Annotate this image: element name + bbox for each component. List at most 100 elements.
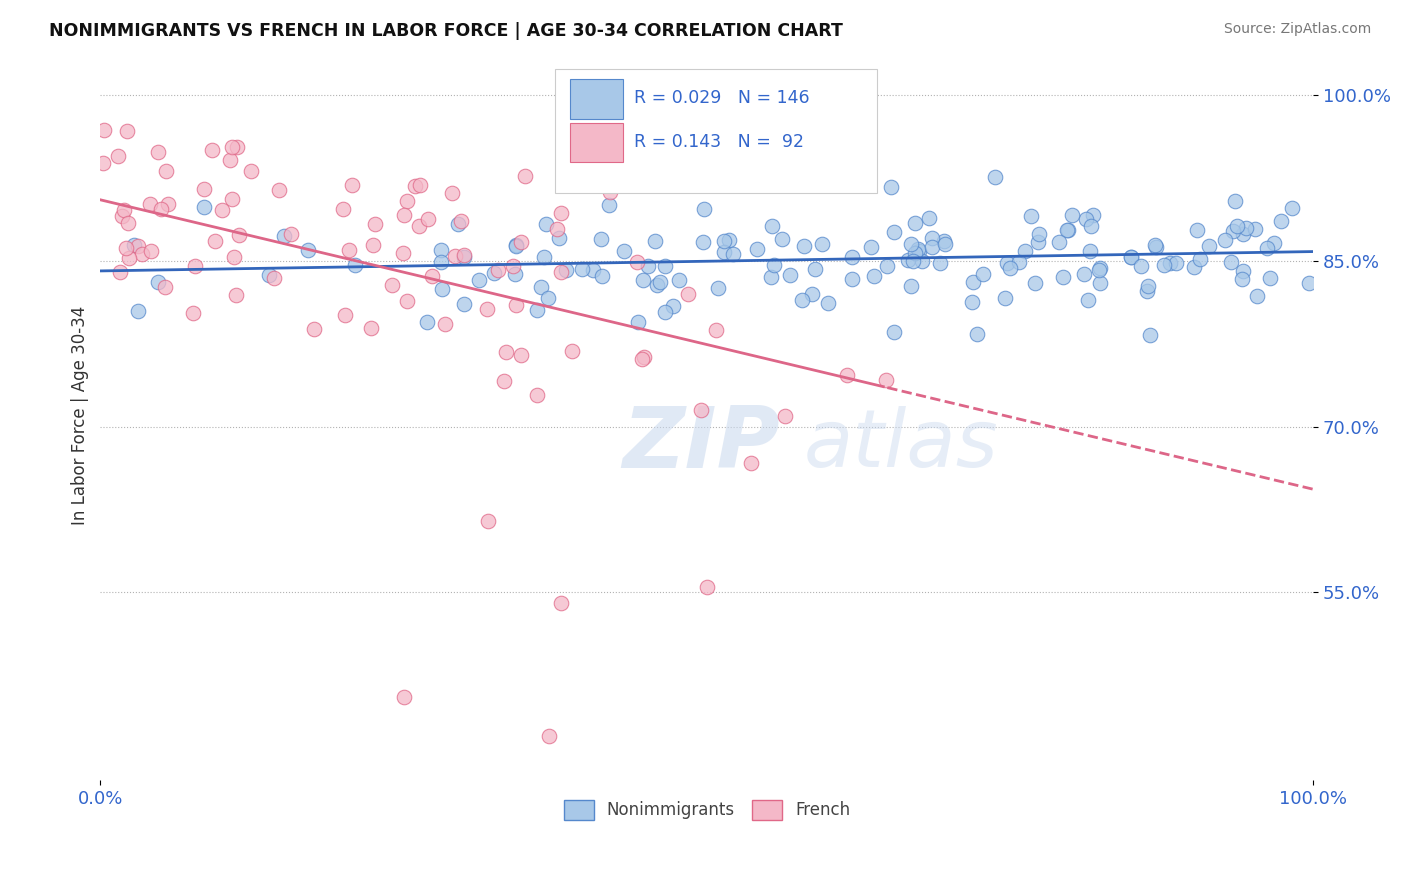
Point [259, 268, 281, 283]
Point [118, 252, 141, 266]
Point [921, 240, 943, 254]
Point [505, 298, 527, 312]
Point [745, 242, 768, 256]
Point [204, 234, 226, 248]
Point [1088, 263, 1111, 277]
Point [645, 278, 668, 293]
Point [211, 202, 233, 217]
FancyBboxPatch shape [569, 79, 623, 119]
Point [150, 202, 173, 217]
Point [1083, 208, 1105, 222]
Point [1047, 235, 1070, 249]
Point [225, 288, 247, 302]
Point [239, 164, 262, 178]
Point [998, 260, 1021, 275]
Point [332, 202, 354, 216]
Point [505, 267, 527, 281]
Point [1222, 224, 1244, 238]
Point [1062, 209, 1084, 223]
Point [817, 296, 839, 310]
Point [447, 217, 470, 231]
Point [962, 275, 984, 289]
Point [561, 344, 583, 359]
Point [502, 260, 524, 274]
Point [404, 179, 426, 194]
Point [381, 278, 404, 293]
Point [911, 253, 934, 268]
Point [505, 239, 527, 253]
Point [1078, 244, 1101, 258]
Point [148, 145, 170, 160]
Point [1057, 223, 1080, 237]
Point [599, 185, 621, 199]
Point [883, 225, 905, 239]
Point [707, 281, 730, 295]
Point [582, 262, 605, 277]
Point [534, 217, 557, 231]
Point [648, 275, 671, 289]
Point [363, 238, 385, 252]
Point [1028, 227, 1050, 242]
Point [918, 211, 941, 225]
Point [717, 233, 740, 247]
Point [297, 243, 319, 257]
Point [862, 269, 884, 284]
Point [139, 244, 162, 259]
Point [409, 178, 432, 192]
Point [392, 246, 415, 260]
Point [704, 323, 727, 337]
Point [450, 213, 472, 227]
Point [416, 315, 439, 329]
Point [696, 580, 718, 594]
Point [1153, 258, 1175, 272]
Point [225, 140, 247, 154]
Point [467, 273, 489, 287]
Point [1130, 259, 1153, 273]
Point [526, 303, 548, 318]
Point [1008, 254, 1031, 268]
Point [1119, 250, 1142, 264]
Point [934, 236, 956, 251]
Point [875, 373, 897, 387]
Point [1021, 209, 1043, 223]
Point [440, 186, 463, 200]
Point [1137, 279, 1160, 293]
Point [1144, 240, 1167, 254]
Point [761, 219, 783, 234]
Point [530, 280, 553, 294]
Point [1074, 212, 1097, 227]
Point [193, 182, 215, 196]
Point [613, 244, 636, 258]
Point [1258, 270, 1281, 285]
Point [408, 219, 430, 233]
Point [224, 251, 246, 265]
Point [921, 231, 943, 245]
Point [117, 215, 139, 229]
Point [1189, 252, 1212, 267]
Point [280, 227, 302, 241]
Point [509, 348, 531, 362]
Point [335, 308, 357, 322]
Point [1144, 238, 1167, 252]
Point [662, 299, 685, 313]
Point [1213, 233, 1236, 247]
Point [801, 287, 824, 301]
Point [107, 149, 129, 163]
Point [547, 231, 569, 245]
Point [1139, 327, 1161, 342]
Point [1263, 235, 1285, 250]
Point [131, 247, 153, 261]
Point [364, 217, 387, 231]
Point [1226, 219, 1249, 233]
Point [932, 234, 955, 248]
Point [127, 239, 149, 253]
Point [127, 304, 149, 318]
Point [686, 176, 709, 190]
Point [482, 266, 505, 280]
Point [636, 107, 658, 121]
Point [1080, 219, 1102, 234]
Point [550, 265, 572, 279]
Point [1270, 214, 1292, 228]
Point [793, 239, 815, 253]
Point [477, 302, 499, 317]
